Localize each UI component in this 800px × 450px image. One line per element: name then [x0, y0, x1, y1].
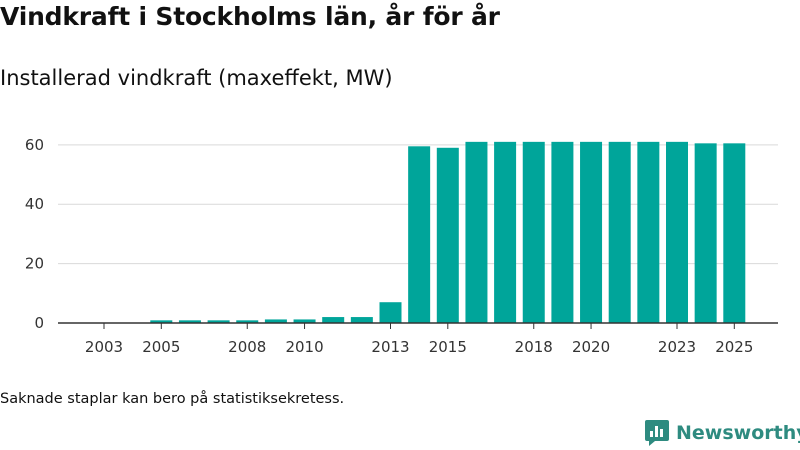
bars	[150, 141, 746, 323]
bar-2015	[436, 147, 459, 323]
bar-2008	[236, 320, 259, 323]
x-tick-label-2005: 2005	[142, 338, 180, 356]
x-tick-label-2018: 2018	[515, 338, 553, 356]
bar-2010	[293, 319, 316, 323]
bar-2022	[637, 141, 660, 323]
y-tick-label-20: 20	[25, 255, 44, 273]
bar-2012	[350, 317, 373, 323]
bar-2011	[322, 317, 345, 323]
bar-2016	[465, 141, 488, 323]
chart-subtitle: Installerad vindkraft (maxeffekt, MW)	[0, 66, 393, 90]
bar-2013	[379, 302, 402, 323]
footnote: Saknade staplar kan bero på statistiksek…	[0, 391, 345, 407]
x-tick-label-2025: 2025	[715, 338, 753, 356]
x-tick-label-2013: 2013	[371, 338, 409, 356]
y-tick-label-40: 40	[25, 195, 44, 213]
newsworthy-logo-icon	[645, 420, 669, 446]
y-axis-labels: 0 20 40 60	[25, 136, 44, 332]
chart-title: Vindkraft i Stockholms län, år för år	[0, 2, 500, 31]
bar-2021	[608, 141, 631, 323]
x-tick-label-2020: 2020	[572, 338, 610, 356]
x-tick-label-2010: 2010	[285, 338, 323, 356]
x-tick-label-2008: 2008	[228, 338, 266, 356]
x-tick-label-2015: 2015	[429, 338, 467, 356]
y-tick-label-0: 0	[34, 314, 44, 332]
bar-chart: 0 20 40 60 2003 2005 2008 2010 2013 2015 2018 2020…	[25, 136, 778, 356]
x-tick-label-2003: 2003	[85, 338, 123, 356]
bar-2005	[150, 320, 173, 323]
bar-2025	[723, 143, 746, 323]
bar-2018	[522, 141, 545, 323]
x-axis-ticks: 2003 2005 2008 2010 2013 2015 2018 2020 2023 2025	[85, 323, 753, 356]
y-tick-label-60: 60	[25, 136, 44, 154]
bar-2019	[551, 141, 574, 323]
x-tick-label-2023: 2023	[658, 338, 696, 356]
bar-2017	[494, 141, 517, 323]
bar-2020	[580, 141, 603, 323]
bar-2023	[666, 141, 688, 323]
bar-2009	[264, 319, 287, 323]
brand-name: Newsworthy	[676, 422, 800, 444]
bar-2014	[408, 146, 431, 323]
bar-2024	[694, 143, 717, 323]
bar-2006	[178, 320, 201, 323]
brand-logo: Newsworthy	[644, 419, 800, 447]
bar-2007	[207, 320, 230, 323]
